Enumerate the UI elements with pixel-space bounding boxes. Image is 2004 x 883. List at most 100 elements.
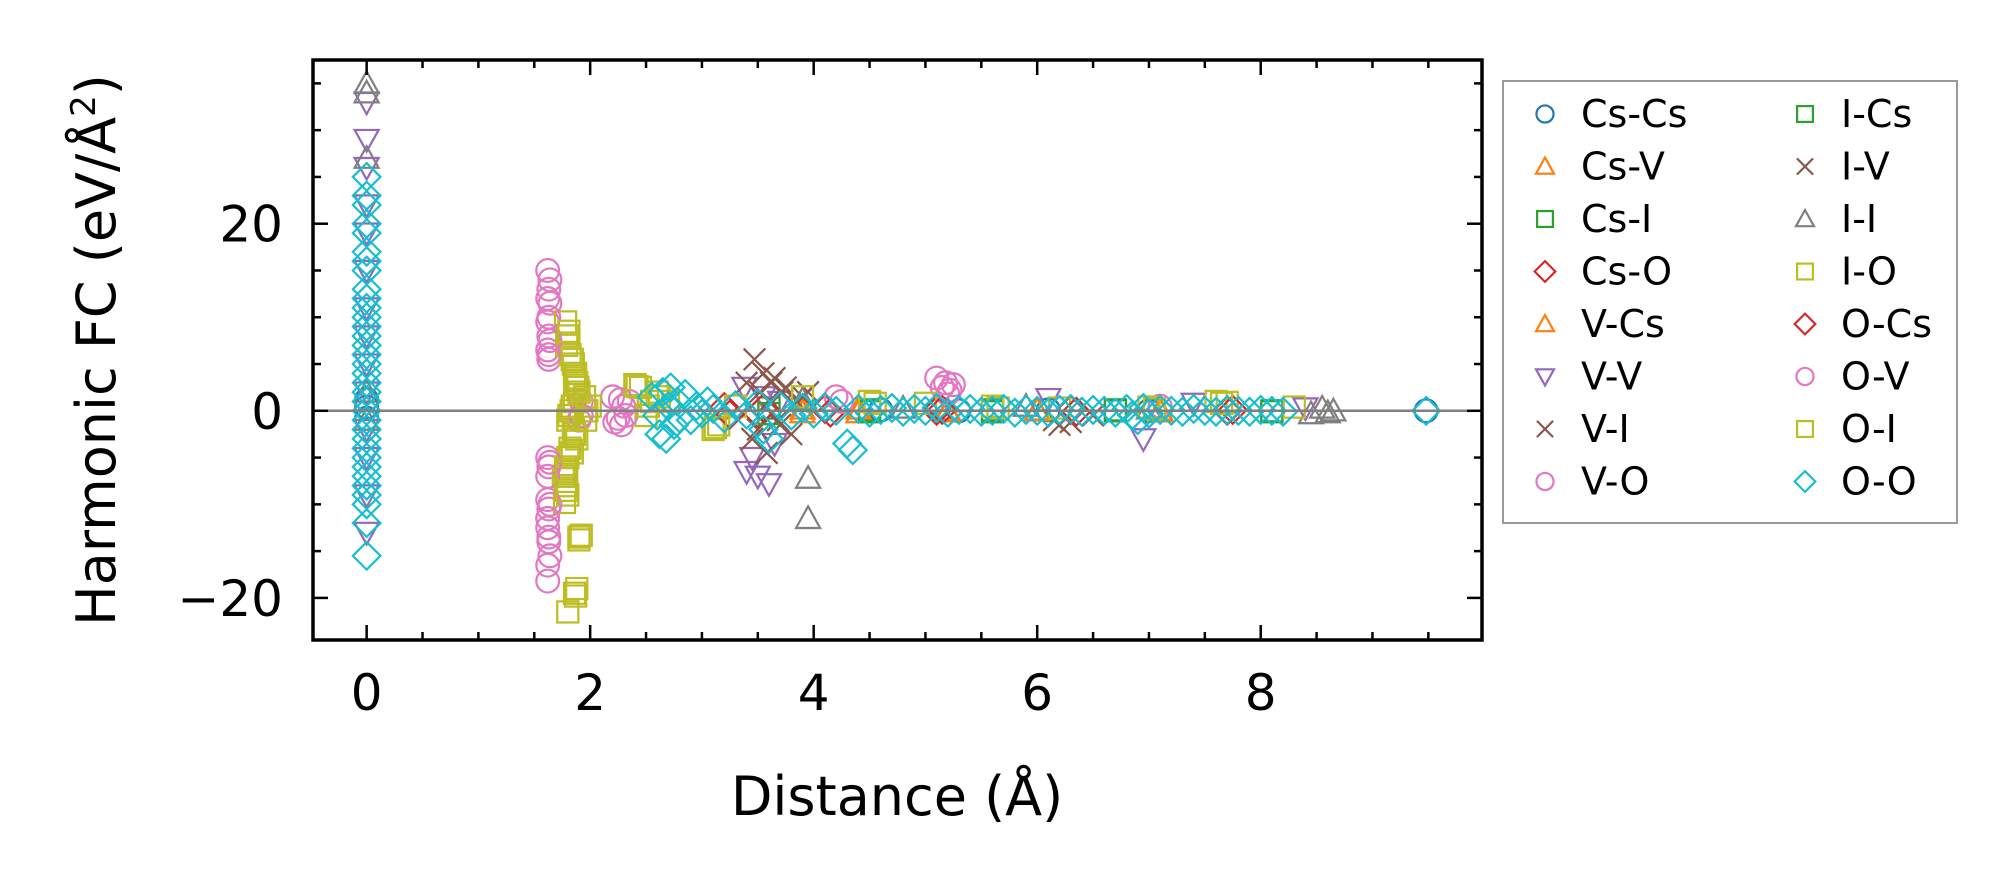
legend-items: Cs-Cs Cs-V Cs-I Cs-O V-Cs V-V V-I V-O I-Cs I-V I-I…	[1533, 92, 1932, 504]
legend-marker	[1795, 262, 1815, 281]
legend-entry: O-I	[1795, 407, 1897, 451]
legend-label: Cs-O	[1581, 250, 1672, 294]
data-point	[1410, 395, 1442, 427]
data-point	[1167, 396, 1198, 428]
data-point	[943, 394, 975, 426]
legend-label: Cs-V	[1581, 145, 1665, 189]
y-axis-label: Harmonic FC (eV/Å2)	[64, 74, 128, 626]
data-point	[707, 413, 731, 437]
data-point	[562, 366, 587, 390]
data-point	[535, 463, 561, 489]
data-point	[720, 389, 751, 421]
data-point	[560, 441, 584, 465]
data-point	[933, 370, 959, 396]
data-point	[565, 576, 589, 601]
data-point	[759, 371, 783, 395]
data-point	[1060, 396, 1092, 428]
x-axis-label: Distance (Å)	[731, 764, 1063, 828]
data-point	[1256, 395, 1288, 427]
data-point	[563, 584, 588, 608]
data-point	[555, 459, 579, 484]
data-point	[557, 403, 581, 428]
data-point	[794, 463, 822, 489]
data-point	[1189, 395, 1221, 427]
data-point	[351, 540, 383, 572]
axis-tick-labels: 0 2 4 6 8 −20 0 20	[177, 196, 1276, 722]
data-point	[738, 446, 767, 472]
legend-label: O-O	[1841, 460, 1917, 504]
data-point	[1200, 396, 1232, 428]
data-point	[535, 568, 561, 594]
data-point	[1023, 395, 1052, 421]
data-point	[563, 361, 588, 386]
data-point	[352, 259, 381, 285]
data-point	[977, 395, 1008, 427]
data-point	[1077, 394, 1109, 426]
data-point	[555, 478, 579, 502]
data-point	[352, 222, 381, 248]
data-point	[561, 417, 586, 442]
legend-entry: I-Cs	[1795, 92, 1912, 136]
data-point	[921, 392, 952, 424]
data-point	[1055, 393, 1087, 425]
data-point	[658, 409, 690, 441]
data-point	[910, 395, 941, 427]
data-point	[732, 460, 761, 486]
data-point	[1211, 394, 1243, 426]
x-tick-label: 2	[574, 664, 606, 722]
data-point	[565, 371, 589, 395]
data-point	[701, 417, 725, 442]
legend-marker	[1535, 471, 1555, 492]
legend: Cs-Cs Cs-V Cs-I Cs-O V-Cs V-V V-I V-O I-Cs I-V I-I…	[1502, 80, 1958, 524]
data-point	[644, 418, 675, 450]
legend-label: V-I	[1581, 407, 1630, 451]
data-point	[560, 347, 584, 372]
legend-marker	[1536, 420, 1554, 438]
data-point	[843, 393, 874, 425]
data-point	[999, 397, 1031, 429]
legend-marker	[1535, 209, 1555, 229]
x-tick-label: 4	[798, 664, 830, 722]
data-point	[790, 385, 815, 409]
legend-entry: Cs-Cs	[1535, 92, 1687, 136]
data-point	[661, 386, 693, 417]
data-point	[887, 396, 919, 428]
data-point	[1066, 396, 1098, 428]
data-point	[557, 319, 581, 343]
x-tick-label: 8	[1245, 664, 1277, 722]
legend-marker	[1533, 259, 1557, 284]
legend-entry: V-Cs	[1534, 302, 1665, 346]
data-point	[755, 441, 779, 465]
data-point	[755, 473, 783, 499]
data-point	[561, 352, 586, 376]
legend-label: I-O	[1841, 250, 1897, 294]
data-point	[655, 372, 686, 403]
legend-marker	[1795, 366, 1815, 387]
data-point	[537, 491, 563, 517]
data-point	[988, 393, 1020, 425]
legend-entry: V-O	[1535, 460, 1649, 504]
data-point	[352, 521, 381, 547]
data-point	[837, 434, 869, 466]
data-point	[536, 276, 562, 302]
legend-entry: O-O	[1793, 460, 1917, 504]
data-point	[703, 415, 727, 440]
data-point	[535, 286, 561, 312]
data-point	[352, 143, 381, 169]
data-point	[787, 392, 818, 424]
data-point	[553, 310, 578, 334]
data-point	[743, 465, 772, 491]
legend-frame	[1502, 80, 1958, 524]
legend-entry: O-Cs	[1793, 302, 1932, 346]
y-tick-label: 0	[251, 383, 283, 441]
data-point	[566, 375, 590, 400]
legend-label: I-Cs	[1841, 92, 1912, 136]
data-point	[535, 505, 561, 531]
legend-label: Cs-Cs	[1581, 92, 1687, 136]
data-point	[351, 488, 383, 520]
legend-entry: Cs-V	[1534, 145, 1665, 189]
data-point	[351, 507, 383, 539]
data-point	[889, 393, 917, 419]
data-point	[809, 391, 841, 423]
data-point	[1178, 393, 1210, 425]
